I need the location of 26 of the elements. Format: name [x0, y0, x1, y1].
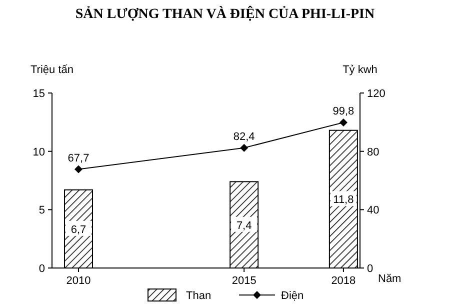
y-tick-label: 15	[32, 88, 45, 100]
x-tick-label: 2018	[331, 275, 356, 287]
y-tick-label: 10	[32, 146, 45, 158]
y-tick-label: 0	[38, 263, 45, 275]
data-label: 67,7	[68, 152, 90, 164]
legend-label: Điện	[281, 290, 304, 302]
data-label: 7,4	[236, 220, 252, 232]
y2-axis-title: Tỷ kwh	[342, 64, 378, 76]
data-label: 82,4	[233, 130, 255, 143]
point	[339, 118, 348, 126]
data-label: 6,7	[70, 224, 86, 236]
data-label: 11,8	[333, 194, 354, 206]
y-axis-title: Triệu tấn	[30, 64, 74, 76]
y2-tick-label: 120	[367, 88, 386, 100]
x-tick-label: 2010	[66, 275, 91, 287]
chart-title: SẢN LƯỢNG THAN VÀ ĐIỆN CỦA PHI-LI-PIN	[75, 5, 375, 22]
y2-tick-label: 80	[367, 146, 380, 158]
data-label: 99,8	[332, 105, 354, 118]
x-tick-label: 2015	[232, 275, 256, 287]
legend-label: Than	[186, 290, 212, 302]
y-tick-label: 5	[38, 204, 45, 217]
y2-tick-label: 0	[367, 263, 374, 275]
point	[74, 165, 82, 174]
y2-tick-label: 40	[367, 204, 380, 217]
x-axis-title: Năm	[378, 273, 402, 285]
point	[240, 144, 248, 152]
